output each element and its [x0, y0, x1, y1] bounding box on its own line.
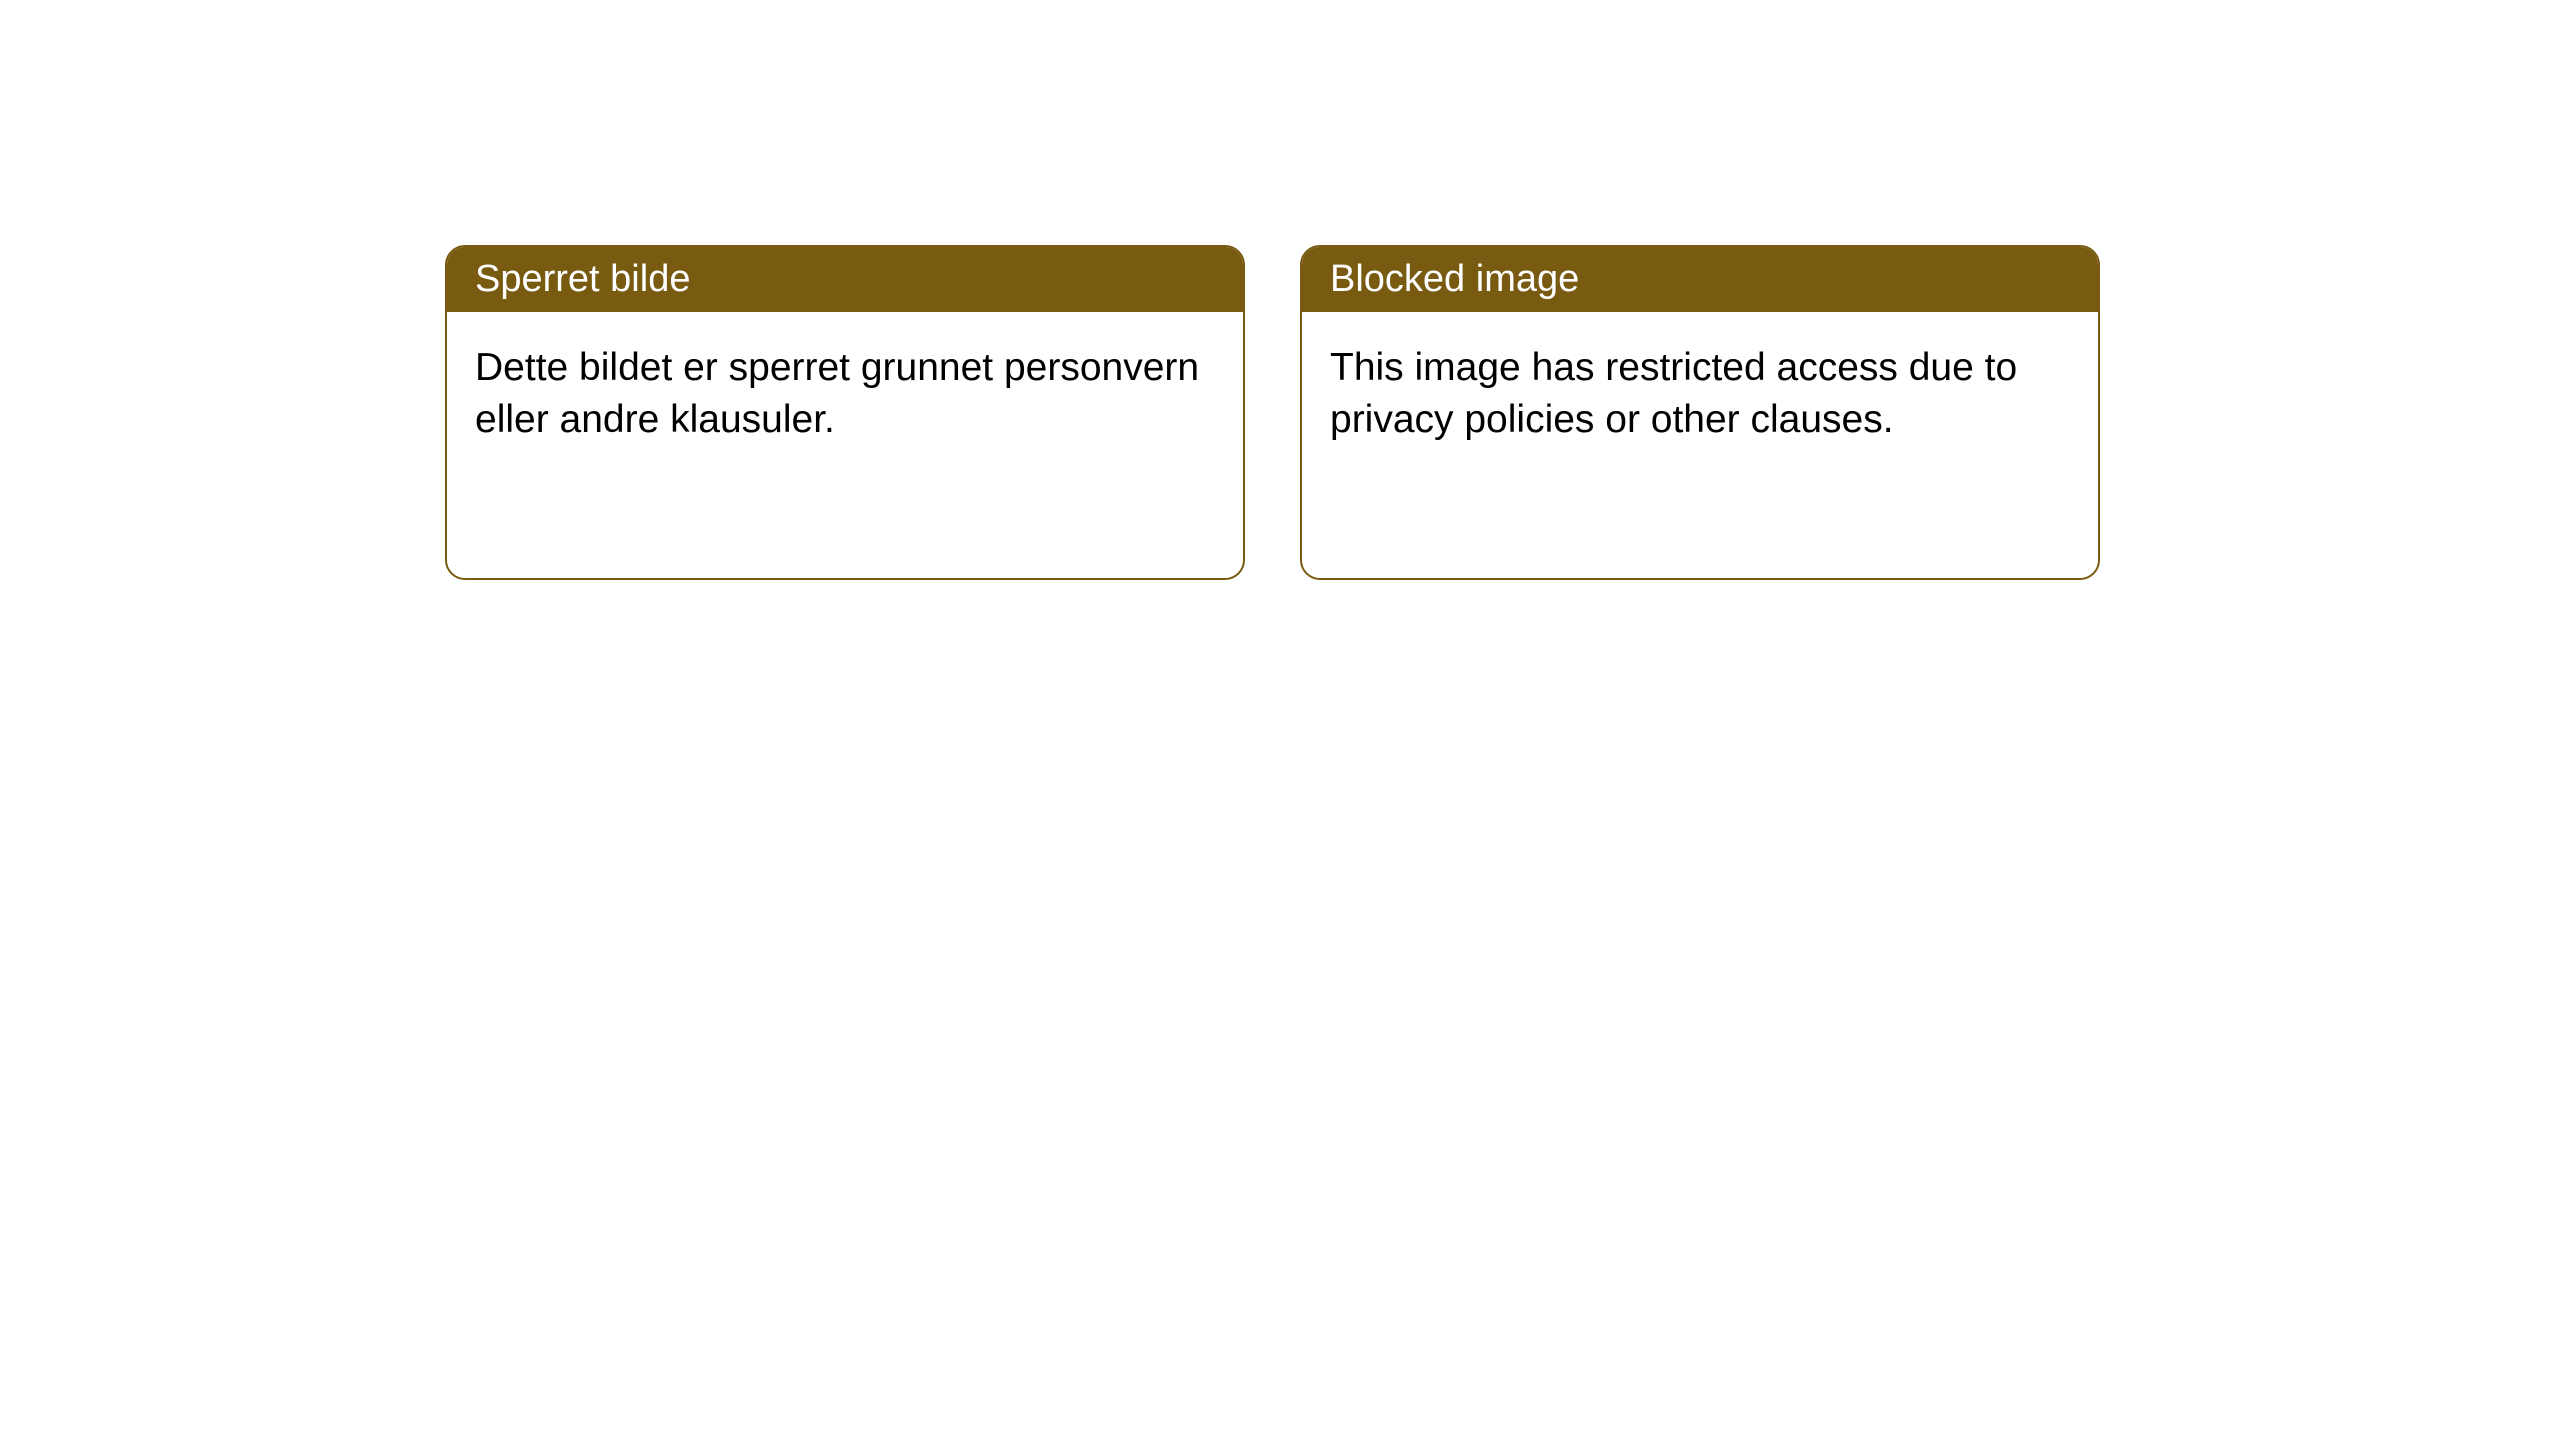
notice-card-english: Blocked image This image has restricted … [1300, 245, 2100, 580]
notice-cards-container: Sperret bilde Dette bildet er sperret gr… [445, 245, 2100, 580]
notice-card-body: This image has restricted access due to … [1302, 312, 2098, 476]
notice-card-norwegian: Sperret bilde Dette bildet er sperret gr… [445, 245, 1245, 580]
notice-card-body: Dette bildet er sperret grunnet personve… [447, 312, 1243, 476]
notice-card-title: Sperret bilde [447, 247, 1243, 312]
notice-card-title: Blocked image [1302, 247, 2098, 312]
